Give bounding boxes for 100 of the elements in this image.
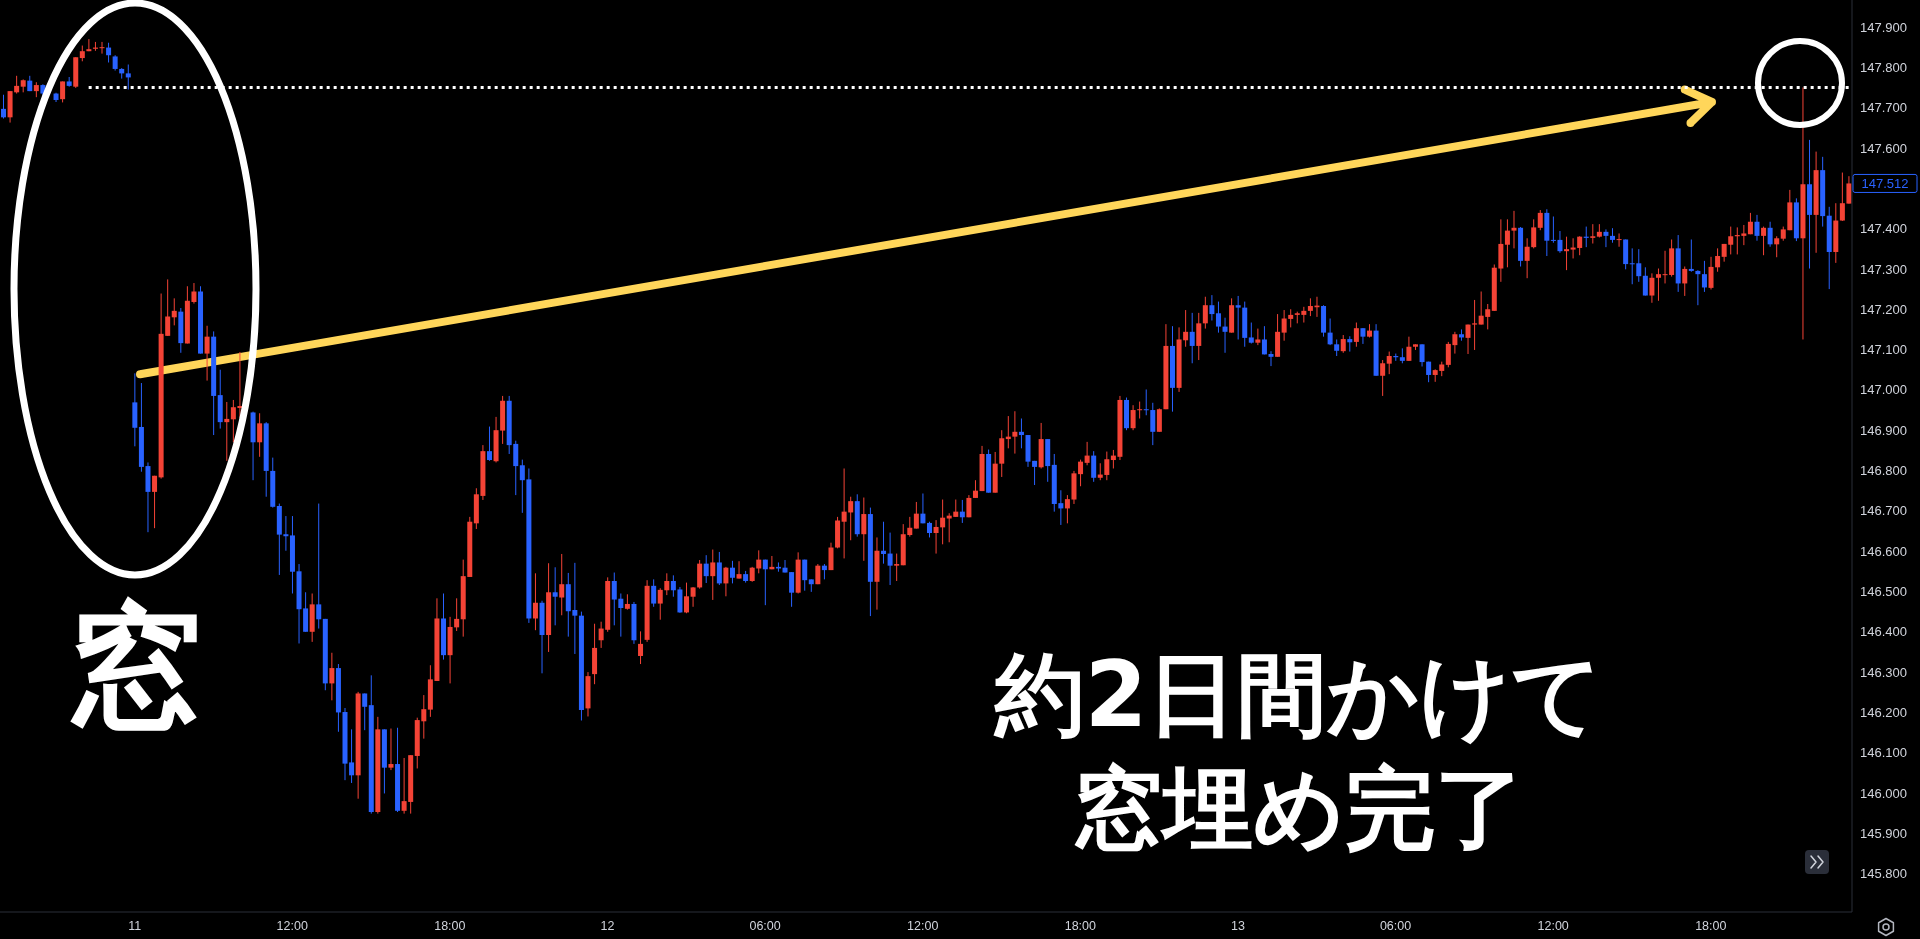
candlestick [710, 549, 716, 601]
candlestick [1642, 266, 1648, 297]
candlestick [1281, 309, 1287, 342]
candlestick [316, 503, 322, 630]
annotation: 窓埋め完了 [1073, 755, 1525, 861]
y-tick-label: 147.300 [1860, 261, 1907, 277]
candlestick [1524, 237, 1530, 279]
candlestick [1, 94, 6, 120]
candlestick [1406, 336, 1412, 362]
y-tick-label: 146.300 [1860, 664, 1907, 680]
candlestick [1012, 410, 1018, 455]
candlestick [106, 42, 112, 63]
candlestick [257, 412, 263, 458]
y-tick-label: 146.100 [1860, 745, 1907, 761]
x-tick-label: 12:00 [276, 918, 308, 933]
candlestick [716, 551, 722, 586]
candlestick [1511, 210, 1517, 249]
candlestick [664, 572, 670, 596]
candlestick [1590, 223, 1596, 245]
candlestick [1537, 209, 1543, 231]
y-tick-label: 147.400 [1860, 221, 1907, 237]
y-tick-label: 146.800 [1860, 463, 1907, 479]
y-tick-label: 146.700 [1860, 503, 1907, 519]
candlestick [1761, 226, 1767, 256]
y-tick-label: 146.900 [1860, 422, 1907, 438]
candlestick [1215, 301, 1221, 334]
annotation: 約2日間かけて [992, 641, 1604, 747]
candlestick [1701, 260, 1707, 293]
candlestick [1465, 324, 1471, 355]
candlestick [204, 325, 210, 382]
candlestick [1222, 317, 1228, 354]
candlestick [1130, 404, 1136, 431]
candlestick [1150, 402, 1156, 446]
x-tick-label: 12 [600, 918, 615, 933]
candlestick [1603, 228, 1609, 248]
candlestick [1767, 221, 1773, 248]
candlestick [1504, 218, 1510, 268]
candlestick [454, 597, 460, 632]
candlestick [881, 521, 887, 565]
candlestick [1577, 235, 1583, 256]
candlestick [1695, 269, 1701, 306]
y-tick-label: 147.900 [1860, 19, 1907, 35]
candlestick [1754, 214, 1760, 242]
candlestick [552, 566, 558, 626]
candlestick [729, 560, 735, 584]
candlestick [756, 549, 762, 574]
y-tick-label: 147.800 [1860, 59, 1907, 75]
candlestick [1655, 268, 1661, 302]
candlestick [362, 692, 368, 731]
candlestick [1268, 350, 1274, 367]
candlestick [388, 728, 394, 771]
candlestick [736, 560, 742, 580]
y-tick-label: 146.400 [1860, 624, 1907, 640]
candlestick [1386, 351, 1392, 375]
candlestick [920, 493, 926, 524]
candlestick [1189, 312, 1195, 364]
x-tick-label: 11 [128, 918, 142, 933]
candlestick [532, 572, 538, 631]
candlestick [1084, 441, 1090, 466]
candlestick [1091, 450, 1097, 483]
candlestick [224, 401, 230, 462]
x-tick-label: 12:00 [907, 918, 939, 933]
candlestick [1353, 322, 1359, 348]
x-tick-label: 13 [1231, 918, 1245, 933]
candlestick [933, 519, 939, 555]
y-tick-label: 145.800 [1860, 866, 1907, 882]
x-tick-label: 12:00 [1537, 918, 1569, 933]
x-tick-label: 06:00 [1379, 918, 1412, 933]
candlestick [1196, 312, 1202, 361]
candlestick [1137, 401, 1143, 419]
candlestick [894, 553, 900, 582]
y-tick-label: 147.000 [1860, 382, 1907, 398]
candlestick [1774, 235, 1780, 258]
candlestick [86, 38, 92, 52]
candlestick [802, 559, 808, 592]
candlestick [1570, 237, 1576, 259]
candlestick [657, 587, 663, 621]
y-tick-label: 146.000 [1860, 785, 1907, 801]
x-tick-label: 06:00 [749, 918, 781, 933]
candlestick [762, 559, 768, 606]
text: 147.512 [1861, 175, 1909, 191]
candlestick [848, 496, 854, 541]
candlestick [1564, 236, 1570, 271]
candlestick [1235, 295, 1241, 340]
candlestick [1288, 308, 1294, 328]
candlestick [1682, 266, 1688, 297]
x-tick-label: 18:00 [1064, 918, 1097, 933]
candlestick [99, 41, 105, 55]
candlestick [1202, 296, 1208, 330]
candlestick [1419, 343, 1425, 367]
candlestick [559, 553, 565, 616]
y-tick-label: 147.100 [1860, 342, 1907, 358]
candlestick [1156, 407, 1162, 433]
candlestick [152, 475, 158, 529]
y-tick-label: 147.200 [1860, 301, 1907, 317]
candlestick [1688, 238, 1694, 273]
y-tick-label: 146.600 [1860, 543, 1907, 559]
candlestick [828, 542, 834, 571]
y-tick-label: 145.900 [1860, 825, 1907, 841]
candlestick [486, 426, 492, 462]
